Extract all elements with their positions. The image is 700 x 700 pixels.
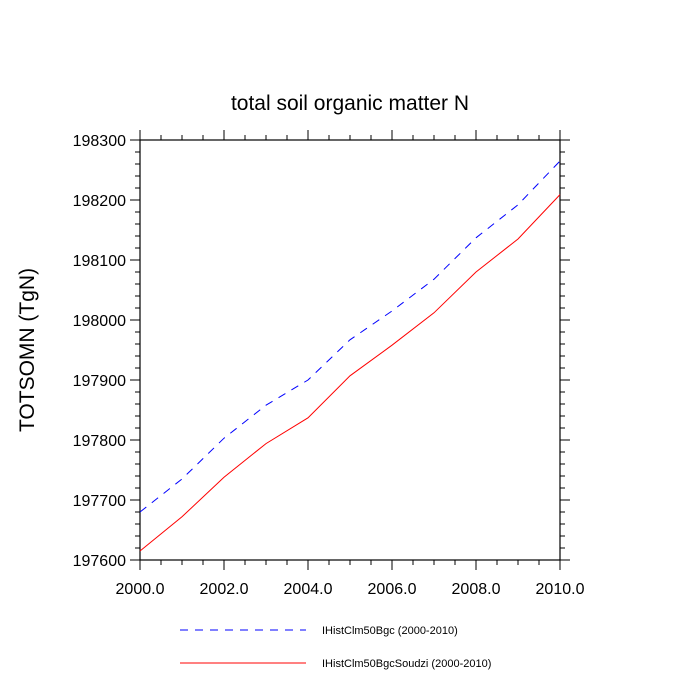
y-tick-label: 197600: [73, 553, 126, 570]
y-tick-label: 198300: [73, 133, 126, 150]
legend-label-2: IHistClm50BgcSoudzi (2000-2010): [322, 658, 491, 670]
series-line-2: [139, 194, 561, 552]
x-tick-label: 2000.0: [116, 581, 165, 598]
y-tick-label: 197900: [73, 373, 126, 390]
legend: IHistClm50Bgc (2000-2010) IHistClm50BgcSo…: [180, 625, 491, 670]
y-tick-label: 198200: [73, 193, 126, 210]
x-tick-label: 2004.0: [284, 581, 333, 598]
x-tick-label: 2006.0: [368, 581, 417, 598]
x-tick-label: 2002.0: [200, 581, 249, 598]
plot-area: 197600 197700 197800 197900 198000 198100 1982…: [73, 130, 585, 598]
x-tick-label: 2008.0: [452, 581, 501, 598]
chart-title: total soil organic matter N: [231, 92, 469, 115]
y-tick-label: 197800: [73, 433, 126, 450]
y-tick-label: 197700: [73, 493, 126, 510]
x-tick-label: 2010.0: [536, 581, 585, 598]
y-tick-label: 198100: [73, 253, 126, 270]
legend-label-1: IHistClm50Bgc (2000-2010): [322, 625, 458, 637]
y-axis-label: TOTSOMN (TgN): [16, 268, 39, 432]
y-tick-label: 198000: [73, 313, 126, 330]
series-line-1: [139, 160, 561, 513]
